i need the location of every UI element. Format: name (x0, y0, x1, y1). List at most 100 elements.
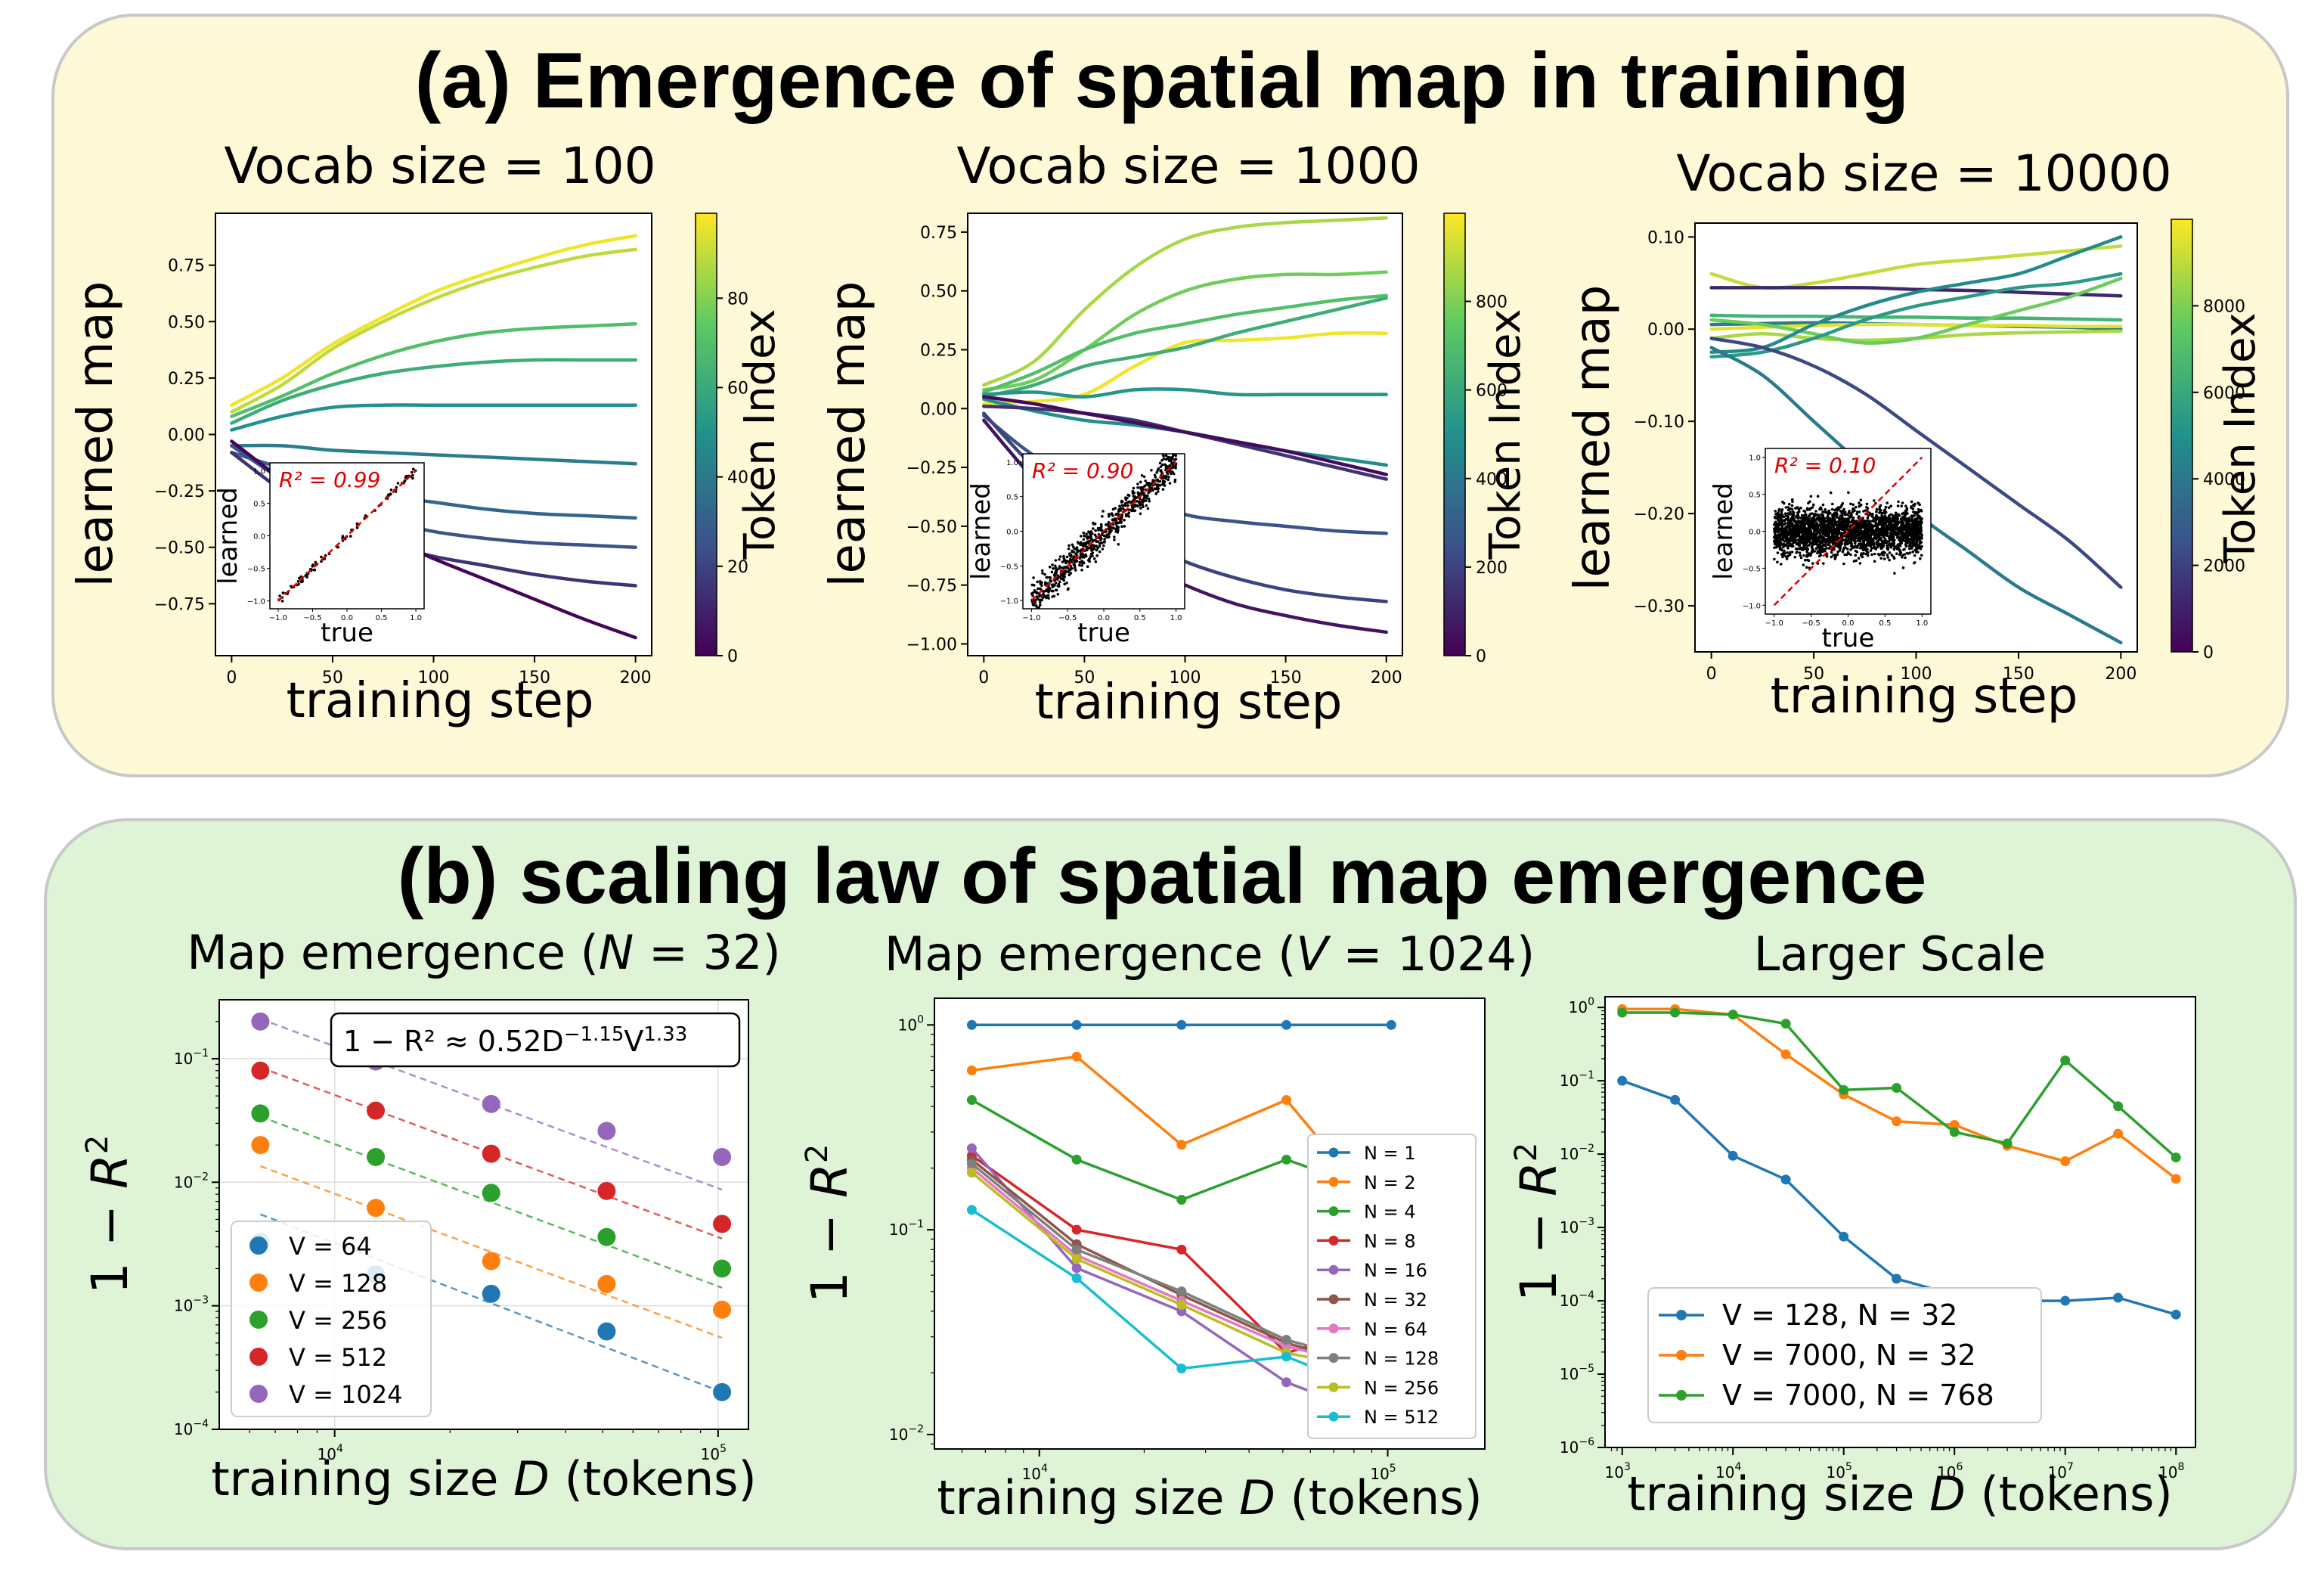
inset-point (1905, 528, 1909, 531)
inset-point (1858, 537, 1861, 540)
inset-point (1908, 551, 1912, 554)
inset-y-tick-label: 1.0 (1749, 455, 1761, 463)
inset-point (1786, 554, 1789, 558)
inset-point (1148, 482, 1152, 486)
inset-point (1802, 554, 1805, 557)
inset-point (1780, 553, 1783, 556)
inset-point (1123, 525, 1126, 528)
inset-x-label: true (321, 618, 373, 648)
inset-point (1858, 562, 1862, 565)
inset-point (1855, 559, 1858, 563)
inset-point (1867, 541, 1870, 545)
inset-point (1803, 525, 1806, 529)
colorbar-label: Token Index (1481, 309, 1530, 560)
legend-marker (1328, 1353, 1339, 1364)
inset-point (1897, 500, 1900, 504)
inset-point (1098, 550, 1102, 554)
inset-point (1824, 508, 1827, 511)
inset-point (1798, 528, 1802, 531)
y-tick-label: 100 (1569, 996, 1594, 1016)
inset-point (1855, 512, 1858, 516)
inset-point (1910, 533, 1913, 536)
inset-point (1872, 546, 1876, 550)
y-axis-label: 1 − R2 (1509, 1143, 1568, 1302)
inset-point (1773, 557, 1776, 561)
inset-point (1172, 454, 1175, 457)
inset-point (1087, 530, 1090, 533)
inset-point (1096, 526, 1100, 530)
colorbar (695, 213, 717, 656)
inset-point (1088, 546, 1092, 550)
x-tick-label: 105 (701, 1443, 727, 1463)
inset-point (1830, 529, 1833, 533)
data-point (2060, 1295, 2071, 1306)
inset-point (1827, 513, 1830, 516)
inset-point (1090, 544, 1094, 547)
inset-point (1835, 527, 1838, 530)
y-axis-label: 1 − R2 (800, 1144, 859, 1304)
inset-point (1841, 513, 1844, 517)
inset-point (1167, 478, 1170, 482)
inset-plot: −1.0 −0.5 0.0 0.5 1.0 −1.0 −0.5 0.0 0.5 1.0 true le… (213, 462, 425, 648)
inset-point (1048, 576, 1052, 579)
inset-point (1039, 603, 1042, 607)
inset-point (1811, 548, 1814, 551)
series-line (230, 403, 637, 432)
inset-point (1847, 521, 1851, 524)
inset-point (1079, 549, 1082, 553)
inset-point (1774, 510, 1777, 513)
inset-point (1822, 535, 1825, 539)
inset-point (1145, 483, 1148, 486)
inset-point (1092, 557, 1096, 560)
inset-point (1786, 506, 1789, 509)
legend-marker (1328, 1235, 1339, 1246)
inset-x-tick-label: 1.0 (1170, 614, 1182, 622)
inset-point (1115, 521, 1118, 525)
colorbar-tick-label: 600 (1476, 382, 1508, 401)
inset-y-label: learned (213, 487, 243, 585)
inset-point (1777, 540, 1780, 543)
data-point (1281, 1095, 1292, 1106)
inset-point (1858, 504, 1861, 508)
inset-point (1082, 538, 1086, 541)
inset-point (1904, 513, 1907, 517)
inset-point (1173, 478, 1177, 482)
inset-point (1905, 508, 1908, 512)
inset-point (1774, 513, 1777, 516)
y-tick-label: 0.75 (168, 257, 205, 276)
inset-point (1073, 547, 1077, 551)
inset-point (1802, 544, 1805, 548)
y-tick-label: −0.75 (154, 595, 205, 614)
inset-point (1035, 606, 1039, 609)
y-axis-label: learned map (820, 281, 876, 588)
inset-point (1840, 511, 1843, 515)
inset-point (1824, 520, 1827, 524)
inset-y-tick-label: −0.5 (1743, 565, 1761, 573)
legend-marker (249, 1274, 268, 1292)
inset-point (1864, 531, 1867, 534)
data-point (1071, 1273, 1082, 1283)
inset-point (1888, 520, 1892, 524)
inset-point (1095, 548, 1098, 552)
series-line (1709, 235, 2123, 354)
inset-point (1814, 510, 1817, 513)
inset-point (1872, 541, 1876, 544)
inset-point (1793, 517, 1796, 521)
y-label-exponent: 2 (80, 1135, 115, 1154)
inset-point (1892, 535, 1895, 538)
inset-point (1800, 548, 1804, 551)
x-label-part: (tokens) (1275, 1470, 1483, 1525)
inset-point (1086, 541, 1089, 544)
tick-base: 10 (889, 1221, 908, 1239)
inset-point (1118, 504, 1121, 508)
inset-point (1878, 507, 1881, 511)
inset-point (1817, 528, 1820, 532)
series-line (1709, 276, 2123, 345)
inset-point (1875, 515, 1879, 518)
y-tick-label: −0.20 (1634, 505, 1684, 524)
inset-point (1868, 536, 1871, 540)
data-point (1176, 1364, 1187, 1374)
x-tick-label: 104 (317, 1443, 342, 1463)
inset-point (1830, 538, 1833, 541)
data-point (482, 1094, 500, 1113)
